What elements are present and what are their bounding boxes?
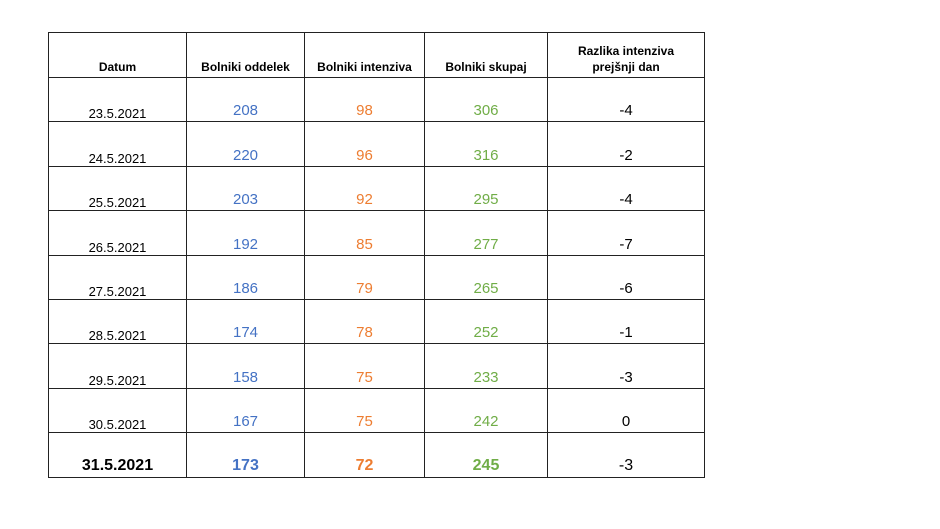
hospital-data-table: Datum Bolniki oddelek Bolniki intenziva … (48, 32, 705, 478)
oddelek-cell: 203 (186, 165, 305, 212)
date-cell: 31.5.2021 (48, 432, 187, 478)
razlika-cell: -7 (547, 210, 705, 256)
table-row: 30.5.2021 167 75 242 0 (48, 387, 705, 434)
intenziva-cell: 98 (304, 76, 425, 123)
oddelek-cell: 167 (186, 387, 305, 434)
razlika-cell: -3 (547, 432, 705, 478)
header-razlika: Razlika intenziva prejšnji dan (547, 32, 705, 78)
skupaj-cell: 233 (424, 343, 548, 389)
table-row: 23.5.2021 208 98 306 -4 (48, 76, 705, 123)
date-cell: 30.5.2021 (48, 387, 187, 434)
skupaj-cell: 265 (424, 254, 548, 300)
header-skupaj: Bolniki skupaj (424, 32, 548, 78)
razlika-cell: -1 (547, 298, 705, 345)
oddelek-cell: 174 (186, 298, 305, 345)
oddelek-cell: 208 (186, 76, 305, 123)
oddelek-cell: 158 (186, 343, 305, 389)
skupaj-cell: 252 (424, 298, 548, 345)
razlika-cell: -6 (547, 254, 705, 300)
date-cell: 28.5.2021 (48, 298, 187, 345)
skupaj-cell: 245 (424, 432, 548, 478)
oddelek-cell: 186 (186, 254, 305, 300)
oddelek-cell: 192 (186, 210, 305, 256)
intenziva-cell: 92 (304, 165, 425, 212)
skupaj-cell: 242 (424, 387, 548, 434)
date-cell: 25.5.2021 (48, 165, 187, 212)
intenziva-cell: 78 (304, 298, 425, 345)
skupaj-cell: 277 (424, 210, 548, 256)
header-datum: Datum (48, 32, 187, 78)
skupaj-cell: 295 (424, 165, 548, 212)
table-row: 24.5.2021 220 96 316 -2 (48, 121, 705, 167)
razlika-cell: -2 (547, 121, 705, 167)
intenziva-cell: 75 (304, 387, 425, 434)
date-cell: 23.5.2021 (48, 76, 187, 123)
table-row: 28.5.2021 174 78 252 -1 (48, 298, 705, 345)
table-row: 27.5.2021 186 79 265 -6 (48, 254, 705, 300)
oddelek-cell: 173 (186, 432, 305, 478)
table-row: 29.5.2021 158 75 233 -3 (48, 343, 705, 389)
intenziva-cell: 79 (304, 254, 425, 300)
table-row: 25.5.2021 203 92 295 -4 (48, 165, 705, 212)
razlika-cell: -4 (547, 165, 705, 212)
razlika-cell: 0 (547, 387, 705, 434)
razlika-cell: -4 (547, 76, 705, 123)
skupaj-cell: 306 (424, 76, 548, 123)
header-intenziva: Bolniki intenziva (304, 32, 425, 78)
intenziva-cell: 75 (304, 343, 425, 389)
date-cell: 27.5.2021 (48, 254, 187, 300)
intenziva-cell: 72 (304, 432, 425, 478)
intenziva-cell: 96 (304, 121, 425, 167)
date-cell: 24.5.2021 (48, 121, 187, 167)
intenziva-cell: 85 (304, 210, 425, 256)
table-row: 31.5.2021 173 72 245 -3 (48, 432, 705, 478)
header-oddelek: Bolniki oddelek (186, 32, 305, 78)
date-cell: 29.5.2021 (48, 343, 187, 389)
date-cell: 26.5.2021 (48, 210, 187, 256)
table-row: 26.5.2021 192 85 277 -7 (48, 210, 705, 256)
skupaj-cell: 316 (424, 121, 548, 167)
header-row: Datum Bolniki oddelek Bolniki intenziva … (48, 32, 705, 78)
oddelek-cell: 220 (186, 121, 305, 167)
razlika-cell: -3 (547, 343, 705, 389)
